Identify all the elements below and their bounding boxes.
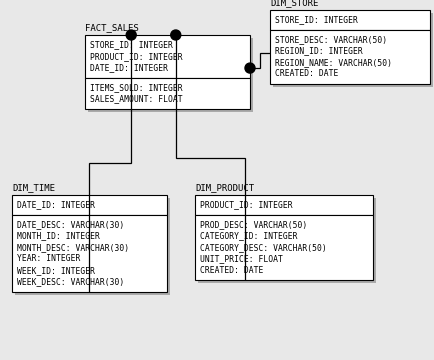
Circle shape — [244, 63, 254, 73]
Bar — [85, 77, 250, 108]
Text: STORE_ID: INTEGER: STORE_ID: INTEGER — [274, 15, 357, 24]
Bar — [12, 195, 167, 215]
Text: YEAR: INTEGER: YEAR: INTEGER — [17, 254, 80, 263]
Bar — [273, 32, 432, 86]
Text: PROD_DESC: VARCHAR(50): PROD_DESC: VARCHAR(50) — [200, 220, 306, 229]
Text: DIM_TIME: DIM_TIME — [12, 183, 55, 192]
Bar — [270, 30, 429, 84]
Bar — [273, 13, 432, 32]
Text: MONTH_DESC: VARCHAR(30): MONTH_DESC: VARCHAR(30) — [17, 243, 129, 252]
Circle shape — [126, 30, 136, 40]
Text: WEEK_ID: INTEGER: WEEK_ID: INTEGER — [17, 266, 95, 275]
Text: FACT_SALES: FACT_SALES — [85, 23, 138, 32]
Text: REGION_ID: INTEGER: REGION_ID: INTEGER — [274, 46, 362, 55]
Circle shape — [171, 30, 181, 40]
Text: DATE_ID: INTEGER: DATE_ID: INTEGER — [90, 63, 168, 72]
Text: STORE_ID: INTEGER: STORE_ID: INTEGER — [90, 40, 172, 49]
Text: DIM_STORE: DIM_STORE — [270, 0, 318, 7]
Bar — [88, 81, 253, 112]
Bar — [194, 195, 372, 215]
Bar — [88, 38, 253, 81]
Text: WEEK_DESC: VARCHAR(30): WEEK_DESC: VARCHAR(30) — [17, 277, 124, 286]
Text: STORE_DESC: VARCHAR(50): STORE_DESC: VARCHAR(50) — [274, 35, 386, 44]
Text: CREATED: DATE: CREATED: DATE — [200, 266, 263, 275]
Text: DATE_DESC: VARCHAR(30): DATE_DESC: VARCHAR(30) — [17, 220, 124, 229]
Bar — [15, 217, 170, 294]
Text: DIM_PRODUCT: DIM_PRODUCT — [194, 183, 253, 192]
Text: UNIT_PRICE: FLOAT: UNIT_PRICE: FLOAT — [200, 254, 282, 263]
Bar — [85, 35, 250, 77]
Text: REGION_NAME: VARCHAR(50): REGION_NAME: VARCHAR(50) — [274, 58, 391, 67]
Text: CATEGORY_DESC: VARCHAR(50): CATEGORY_DESC: VARCHAR(50) — [200, 243, 326, 252]
Bar — [197, 217, 375, 283]
Text: DATE_ID: INTEGER: DATE_ID: INTEGER — [17, 200, 95, 209]
Bar — [15, 198, 170, 217]
Text: CATEGORY_ID: INTEGER: CATEGORY_ID: INTEGER — [200, 231, 297, 240]
Text: PRODUCT_ID: INTEGER: PRODUCT_ID: INTEGER — [200, 200, 292, 209]
Bar — [194, 215, 372, 280]
Text: MONTH_ID: INTEGER: MONTH_ID: INTEGER — [17, 231, 100, 240]
Text: CREATED: DATE: CREATED: DATE — [274, 69, 338, 78]
Bar — [197, 198, 375, 217]
Text: PRODUCT_ID: INTEGER: PRODUCT_ID: INTEGER — [90, 52, 182, 61]
Text: ITEMS_SOLD: INTEGER: ITEMS_SOLD: INTEGER — [90, 83, 182, 92]
Bar — [270, 10, 429, 30]
Bar — [12, 215, 167, 292]
Text: SALES_AMOUNT: FLOAT: SALES_AMOUNT: FLOAT — [90, 94, 182, 103]
